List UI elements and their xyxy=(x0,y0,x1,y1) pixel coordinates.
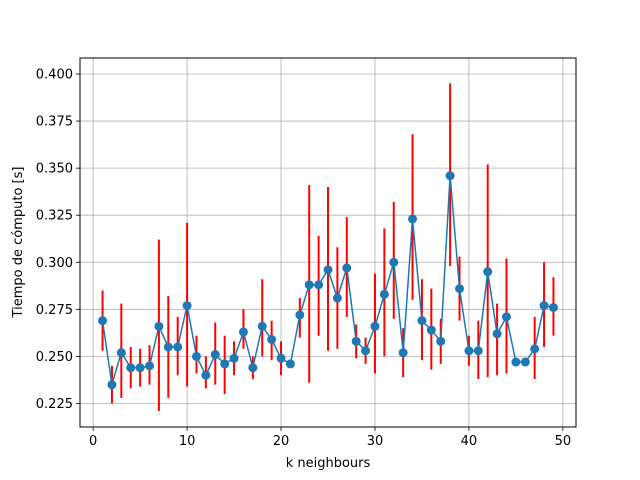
y-tick-label: 0.325 xyxy=(36,209,73,224)
data-point xyxy=(145,361,155,371)
y-tick-label: 0.375 xyxy=(36,115,73,130)
data-point xyxy=(548,302,558,312)
data-point xyxy=(98,316,108,326)
data-point xyxy=(332,293,342,303)
data-point xyxy=(201,370,211,380)
y-tick-label: 0.350 xyxy=(36,162,73,177)
data-point xyxy=(229,353,239,363)
data-point xyxy=(426,325,436,335)
y-axis-ticks: 0.225 0.250 0.275 0.300 0.325 0.350 0.375 0.400 xyxy=(36,68,80,412)
data-point xyxy=(511,357,521,367)
data-point xyxy=(464,346,474,356)
data-point xyxy=(342,263,352,273)
data-point xyxy=(238,327,248,337)
data-point xyxy=(248,363,258,373)
data-point xyxy=(389,257,399,267)
data-point xyxy=(436,336,446,346)
data-point xyxy=(267,334,277,344)
data-point xyxy=(304,280,314,290)
x-tick-label: 0 xyxy=(89,434,97,449)
data-point xyxy=(276,353,286,363)
data-point xyxy=(379,289,389,299)
data-point xyxy=(455,284,465,294)
data-point xyxy=(370,321,380,331)
x-tick-label: 50 xyxy=(555,434,572,449)
data-point xyxy=(483,267,493,277)
data-point xyxy=(314,280,324,290)
data-point xyxy=(351,336,361,346)
data-point xyxy=(520,357,530,367)
data-point xyxy=(182,301,192,311)
data-point xyxy=(107,380,117,390)
data-point xyxy=(163,342,173,352)
data-point xyxy=(285,359,295,369)
data-point xyxy=(492,329,502,339)
data-point xyxy=(154,321,164,331)
data-point xyxy=(417,316,427,326)
y-tick-label: 0.225 xyxy=(36,397,73,412)
data-point xyxy=(191,351,201,361)
data-point xyxy=(257,321,267,331)
data-point xyxy=(408,214,418,224)
x-tick-label: 10 xyxy=(179,434,196,449)
x-tick-label: 30 xyxy=(367,434,384,449)
x-axis-ticks: 0 10 20 30 40 50 xyxy=(89,427,571,449)
data-point xyxy=(539,301,549,311)
data-point xyxy=(398,348,408,358)
data-point xyxy=(126,363,136,373)
y-tick-label: 0.300 xyxy=(36,256,73,271)
data-point xyxy=(135,363,145,373)
data-points xyxy=(98,171,558,390)
y-tick-label: 0.275 xyxy=(36,303,73,318)
y-tick-label: 0.250 xyxy=(36,350,73,365)
data-point xyxy=(116,348,126,358)
y-axis-label: Tiempo de cómputo [s] xyxy=(11,167,26,319)
data-point xyxy=(361,346,371,356)
data-point xyxy=(295,310,305,320)
data-point xyxy=(473,346,483,356)
data-point xyxy=(173,342,183,352)
plot-frame xyxy=(79,57,577,428)
data-point xyxy=(220,359,230,369)
data-point xyxy=(210,350,220,360)
data-point xyxy=(501,312,511,322)
data-point xyxy=(445,171,455,181)
y-tick-label: 0.400 xyxy=(36,68,73,83)
data-point xyxy=(530,344,540,354)
x-tick-label: 20 xyxy=(273,434,290,449)
x-axis-label: k neighbours xyxy=(286,456,371,471)
x-tick-label: 40 xyxy=(461,434,478,449)
data-point xyxy=(323,265,333,275)
